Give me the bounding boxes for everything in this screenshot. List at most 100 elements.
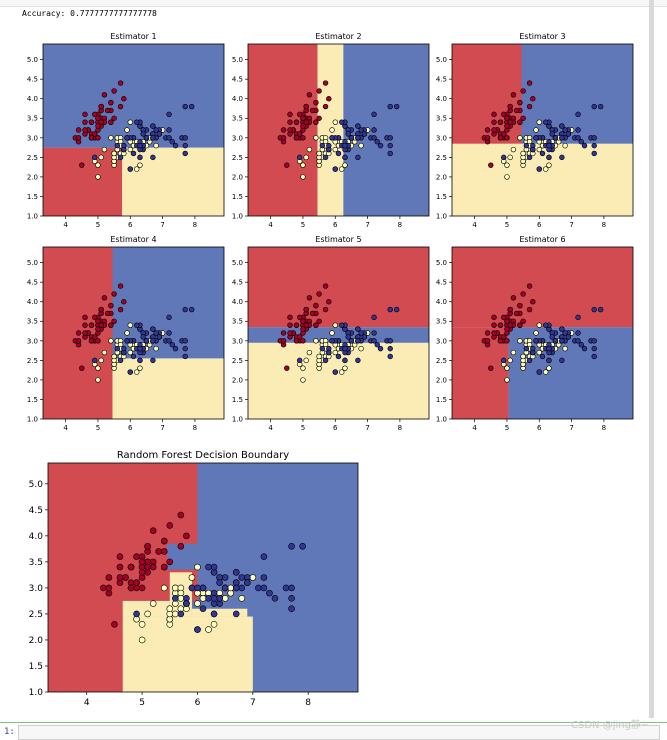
y-tick-label: 3.0 (27, 134, 38, 142)
code-input-field[interactable] (18, 725, 660, 740)
data-point (117, 154, 124, 161)
data-point (533, 330, 539, 336)
data-point (326, 146, 332, 153)
data-point (526, 154, 533, 161)
data-point (153, 345, 159, 352)
data-point (501, 111, 507, 118)
x-tick-label: 8 (602, 424, 606, 432)
data-point (121, 96, 127, 102)
data-point (546, 154, 552, 161)
data-point (326, 349, 332, 356)
data-point (82, 127, 88, 133)
data-point (342, 345, 348, 352)
data-point (497, 135, 504, 141)
data-point (387, 150, 393, 157)
data-point (591, 142, 597, 149)
scrollbar[interactable] (649, 0, 654, 718)
data-point (101, 349, 108, 356)
data-point (507, 154, 513, 161)
data-point (575, 135, 581, 141)
data-point (533, 135, 539, 141)
data-point (143, 135, 150, 141)
data-point (133, 610, 140, 618)
data-point (358, 142, 364, 149)
data-point (104, 107, 111, 114)
y-tick-label: 4.0 (436, 298, 447, 306)
data-point (546, 357, 552, 364)
y-tick-label: 4.5 (27, 76, 38, 84)
data-point (501, 131, 507, 137)
data-point (497, 322, 504, 328)
plot-frame (47, 462, 359, 693)
y-tick-label: 3.5 (29, 558, 43, 568)
data-point (111, 115, 117, 121)
data-point (227, 584, 234, 592)
data-point (517, 338, 523, 344)
decision-region (112, 358, 224, 419)
data-point (108, 322, 114, 328)
y-tick-label: 5.0 (232, 56, 243, 64)
data-point (88, 135, 95, 141)
data-point (552, 338, 559, 344)
data-point (536, 322, 542, 328)
data-point (523, 142, 530, 149)
cell-prompt: 1: (4, 727, 15, 737)
data-point (182, 353, 188, 360)
data-point (501, 334, 507, 340)
data-point (111, 291, 117, 297)
data-point (75, 338, 82, 344)
data-point (303, 322, 309, 328)
data-point (182, 142, 188, 149)
data-point (300, 174, 306, 180)
data-point (150, 154, 156, 161)
data-point (143, 338, 150, 344)
data-point (127, 584, 135, 592)
data-point (243, 579, 251, 587)
y-tick-label: 2.5 (27, 357, 38, 365)
data-point (293, 322, 300, 328)
x-tick-label: 6 (537, 221, 542, 229)
data-point (526, 306, 533, 313)
watermark: CSDN @jing静~ (571, 720, 650, 731)
y-tick-label: 2.0 (232, 376, 243, 384)
y-tick-label: 3.5 (436, 115, 447, 123)
data-point (326, 299, 332, 305)
y-tick-label: 2.5 (232, 154, 243, 162)
data-point (101, 146, 108, 153)
data-point (182, 306, 188, 313)
data-point (280, 127, 287, 133)
data-point (497, 119, 504, 125)
data-point (316, 353, 322, 360)
data-point (82, 314, 88, 321)
y-tick-label: 3.5 (436, 318, 447, 326)
data-point (82, 119, 88, 125)
data-point (130, 150, 137, 157)
decision-region (343, 44, 429, 216)
data-point (546, 142, 552, 149)
data-point (549, 334, 555, 340)
data-point (358, 127, 364, 133)
data-point (329, 135, 335, 141)
data-point (345, 131, 351, 137)
x-tick-label: 7 (250, 698, 256, 708)
data-point (517, 119, 523, 125)
data-point (536, 369, 542, 375)
data-point (105, 574, 113, 581)
data-point (111, 88, 117, 94)
x-tick-label: 4 (268, 221, 273, 229)
data-point (517, 135, 523, 141)
data-point (95, 135, 101, 141)
data-point (332, 119, 338, 125)
x-tick-label: 4 (472, 221, 477, 229)
data-point (361, 334, 368, 340)
data-point (581, 345, 588, 352)
data-point (300, 365, 306, 371)
data-point (188, 574, 196, 581)
data-point (122, 574, 129, 581)
data-point (121, 349, 127, 356)
data-point (144, 610, 151, 618)
y-tick-label: 3.0 (232, 337, 243, 345)
data-point (536, 146, 542, 153)
data-point (520, 291, 526, 297)
data-point (293, 338, 300, 344)
